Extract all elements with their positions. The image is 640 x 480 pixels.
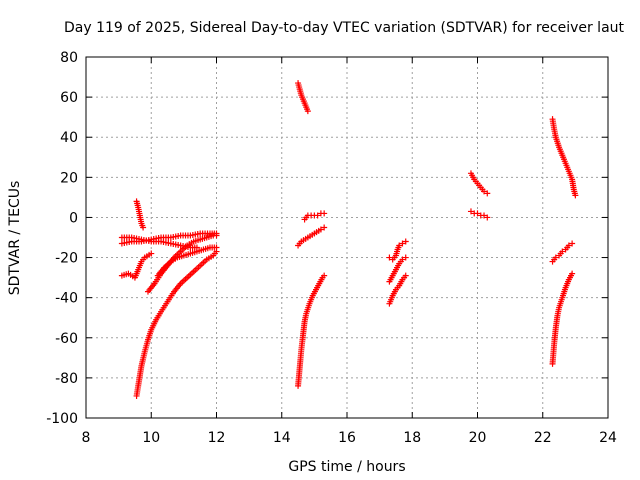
data-point: [481, 212, 488, 219]
series-arc17: [549, 116, 579, 199]
data-point: [399, 240, 406, 247]
series-arc1: [133, 198, 147, 231]
data-point: [569, 270, 576, 277]
x-tick-label: 14: [273, 430, 291, 446]
series-arc19: [549, 270, 576, 367]
x-axis-label: GPS time / hours: [288, 459, 405, 475]
y-tick-label: 80: [60, 50, 78, 66]
data-markers: [118, 80, 579, 399]
series-arc7: [133, 248, 220, 399]
series-arc11: [295, 272, 328, 389]
x-tick-label: 12: [208, 430, 226, 446]
y-tick-label: 60: [60, 90, 78, 106]
data-point: [484, 190, 491, 197]
x-tick-label: 22: [534, 430, 552, 446]
data-point: [565, 242, 572, 249]
data-point: [467, 208, 474, 215]
data-point: [474, 210, 481, 217]
data-point: [213, 232, 220, 239]
y-tick-label: -20: [55, 251, 78, 267]
data-point: [399, 256, 406, 263]
series-arc8: [295, 80, 311, 115]
data-point: [148, 250, 155, 257]
y-tick-label: -40: [55, 291, 78, 307]
data-point: [321, 210, 328, 217]
y-axis-label: SDTVAR / TECUs: [7, 181, 23, 296]
plot-frame: [85, 56, 609, 419]
data-point: [402, 238, 409, 245]
series-arc16: [467, 208, 491, 221]
series-arc10: [295, 224, 328, 249]
data-point: [572, 192, 579, 199]
data-point: [402, 254, 409, 261]
series-arc9: [301, 210, 328, 223]
data-point: [484, 214, 491, 221]
y-tick-label: -100: [46, 411, 78, 427]
data-point: [213, 248, 220, 255]
data-point: [402, 272, 409, 279]
data-point: [317, 226, 324, 233]
axis-ticks: 8 10 12 14 16 18 20 22 24 -100 -80 -60 -40 -20 0 20 40 60…: [46, 50, 617, 446]
data-point: [321, 272, 328, 279]
data-point: [140, 224, 147, 231]
x-tick-label: 20: [469, 430, 487, 446]
chart-title: Day 119 of 2025, Sidereal Day-to-day VTE…: [64, 20, 625, 36]
data-point: [552, 254, 559, 261]
series-arc15: [467, 170, 491, 197]
data-point: [481, 188, 488, 195]
series-arc18: [549, 240, 576, 265]
x-tick-label: 18: [403, 430, 421, 446]
data-point: [559, 248, 566, 255]
series-arc12: [386, 238, 409, 263]
data-point: [396, 242, 403, 249]
series-arc13: [386, 254, 409, 285]
data-point: [304, 108, 311, 115]
x-tick-label: 8: [82, 430, 91, 446]
series-arc14: [386, 272, 409, 307]
series-arc6: [154, 244, 220, 279]
x-tick-label: 24: [599, 430, 617, 446]
data-point: [321, 224, 328, 231]
x-tick-label: 16: [338, 430, 356, 446]
x-tick-label: 10: [142, 430, 160, 446]
y-tick-label: 20: [60, 170, 78, 186]
y-tick-label: -60: [55, 331, 78, 347]
y-tick-label: 40: [60, 130, 78, 146]
series-arc4: [118, 250, 155, 281]
y-tick-label: -80: [55, 371, 78, 387]
data-point: [314, 212, 321, 219]
data-point: [569, 240, 576, 247]
y-tick-label: 0: [69, 210, 78, 226]
